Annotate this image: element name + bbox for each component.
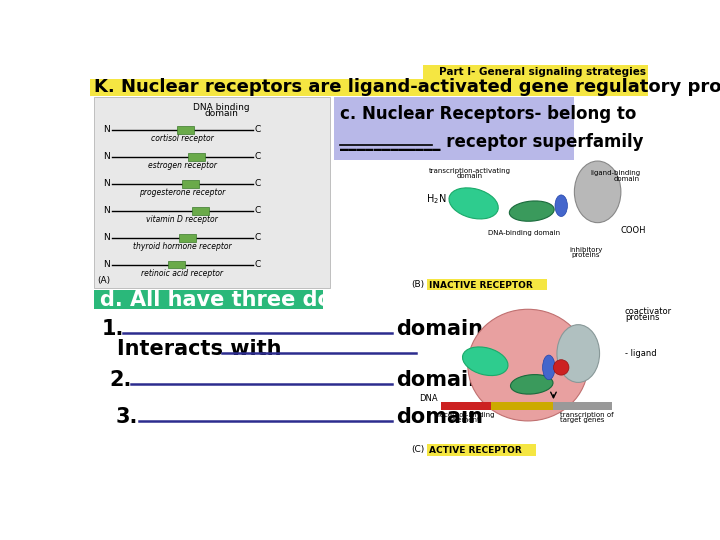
Text: domain: domain bbox=[204, 110, 239, 118]
Bar bbox=[176, 126, 194, 134]
Text: DNA binding: DNA binding bbox=[194, 103, 250, 112]
Text: - ligand: - ligand bbox=[625, 349, 657, 358]
Text: receptor-binding: receptor-binding bbox=[437, 412, 495, 418]
Text: c. Nuclear Receptors- belong to: c. Nuclear Receptors- belong to bbox=[341, 105, 636, 123]
Bar bbox=[192, 207, 209, 214]
Ellipse shape bbox=[468, 309, 588, 421]
Bar bbox=[492, 402, 554, 410]
Text: domain: domain bbox=[396, 407, 483, 427]
Bar bbox=[188, 153, 205, 161]
Bar bbox=[427, 279, 547, 291]
Bar bbox=[94, 97, 330, 288]
Text: coactivator: coactivator bbox=[625, 307, 672, 316]
Text: d. All have three domains:: d. All have three domains: bbox=[100, 289, 410, 309]
Text: thyroid hormone receptor: thyroid hormone receptor bbox=[133, 242, 232, 251]
Text: cortisol receptor: cortisol receptor bbox=[151, 134, 214, 144]
Ellipse shape bbox=[557, 325, 600, 382]
Text: vitamin D receptor: vitamin D receptor bbox=[146, 215, 218, 224]
Text: INACTIVE RECEPTOR: INACTIVE RECEPTOR bbox=[428, 280, 532, 289]
Text: transcription of: transcription of bbox=[559, 412, 613, 418]
Ellipse shape bbox=[555, 195, 567, 217]
Ellipse shape bbox=[575, 161, 621, 222]
Text: element: element bbox=[451, 417, 480, 423]
Bar bbox=[179, 234, 197, 241]
Bar bbox=[423, 65, 648, 79]
Text: N: N bbox=[104, 152, 110, 161]
Text: C: C bbox=[254, 125, 261, 134]
Text: domain: domain bbox=[396, 370, 483, 390]
Ellipse shape bbox=[449, 188, 498, 219]
Bar bbox=[334, 97, 575, 160]
Text: target genes: target genes bbox=[559, 417, 604, 423]
Text: 3.: 3. bbox=[116, 407, 138, 427]
Bar bbox=[427, 444, 536, 456]
Text: (C): (C) bbox=[412, 446, 425, 455]
Text: (A): (A) bbox=[97, 276, 110, 285]
Text: K. Nuclear receptors are ligand-activated gene regulatory proteins: K. Nuclear receptors are ligand-activate… bbox=[94, 78, 720, 96]
Text: proteins: proteins bbox=[625, 313, 660, 322]
Text: domain: domain bbox=[456, 173, 483, 179]
Text: domain: domain bbox=[614, 176, 640, 182]
Text: DNA: DNA bbox=[419, 394, 438, 403]
Text: inhibitory: inhibitory bbox=[570, 247, 603, 253]
Text: N: N bbox=[104, 206, 110, 215]
Text: domain: domain bbox=[396, 319, 483, 339]
Bar bbox=[168, 261, 185, 268]
Text: progesterone receptor: progesterone receptor bbox=[139, 188, 225, 198]
Text: retinoic acid receptor: retinoic acid receptor bbox=[141, 269, 223, 278]
Bar bbox=[182, 180, 199, 187]
Text: N: N bbox=[104, 260, 110, 269]
Text: C: C bbox=[254, 206, 261, 215]
Ellipse shape bbox=[509, 201, 554, 221]
Text: N: N bbox=[104, 125, 110, 134]
Text: Interacts with: Interacts with bbox=[117, 339, 282, 359]
Text: (B): (B) bbox=[412, 280, 425, 289]
Text: 1.: 1. bbox=[102, 319, 124, 339]
Bar bbox=[94, 291, 323, 309]
Text: transcription-activating: transcription-activating bbox=[428, 168, 510, 174]
Bar bbox=[90, 79, 648, 96]
Ellipse shape bbox=[510, 375, 553, 394]
Text: 2.: 2. bbox=[109, 370, 132, 390]
Text: proteins: proteins bbox=[572, 252, 600, 258]
Text: N: N bbox=[104, 233, 110, 242]
Text: H$_2$N: H$_2$N bbox=[426, 193, 446, 206]
Text: ACTIVE RECEPTOR: ACTIVE RECEPTOR bbox=[428, 446, 521, 455]
Text: C: C bbox=[254, 260, 261, 269]
Circle shape bbox=[554, 360, 569, 375]
Ellipse shape bbox=[543, 355, 555, 380]
Text: C: C bbox=[254, 233, 261, 242]
Ellipse shape bbox=[462, 347, 508, 376]
Bar bbox=[441, 402, 492, 410]
Text: DNA-binding domain: DNA-binding domain bbox=[488, 230, 560, 235]
Bar bbox=[554, 402, 611, 410]
Text: Part I- General signaling strategies: Part I- General signaling strategies bbox=[438, 67, 646, 77]
Text: ____________ receptor superfamily: ____________ receptor superfamily bbox=[341, 133, 644, 151]
Text: COOH: COOH bbox=[621, 226, 647, 235]
Text: C: C bbox=[254, 179, 261, 188]
Text: estrogen receptor: estrogen receptor bbox=[148, 161, 217, 171]
Text: C: C bbox=[254, 152, 261, 161]
Text: N: N bbox=[104, 179, 110, 188]
Text: ligand-binding: ligand-binding bbox=[590, 171, 640, 177]
